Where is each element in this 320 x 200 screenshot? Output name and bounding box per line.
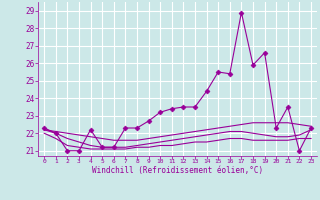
X-axis label: Windchill (Refroidissement éolien,°C): Windchill (Refroidissement éolien,°C) bbox=[92, 166, 263, 175]
